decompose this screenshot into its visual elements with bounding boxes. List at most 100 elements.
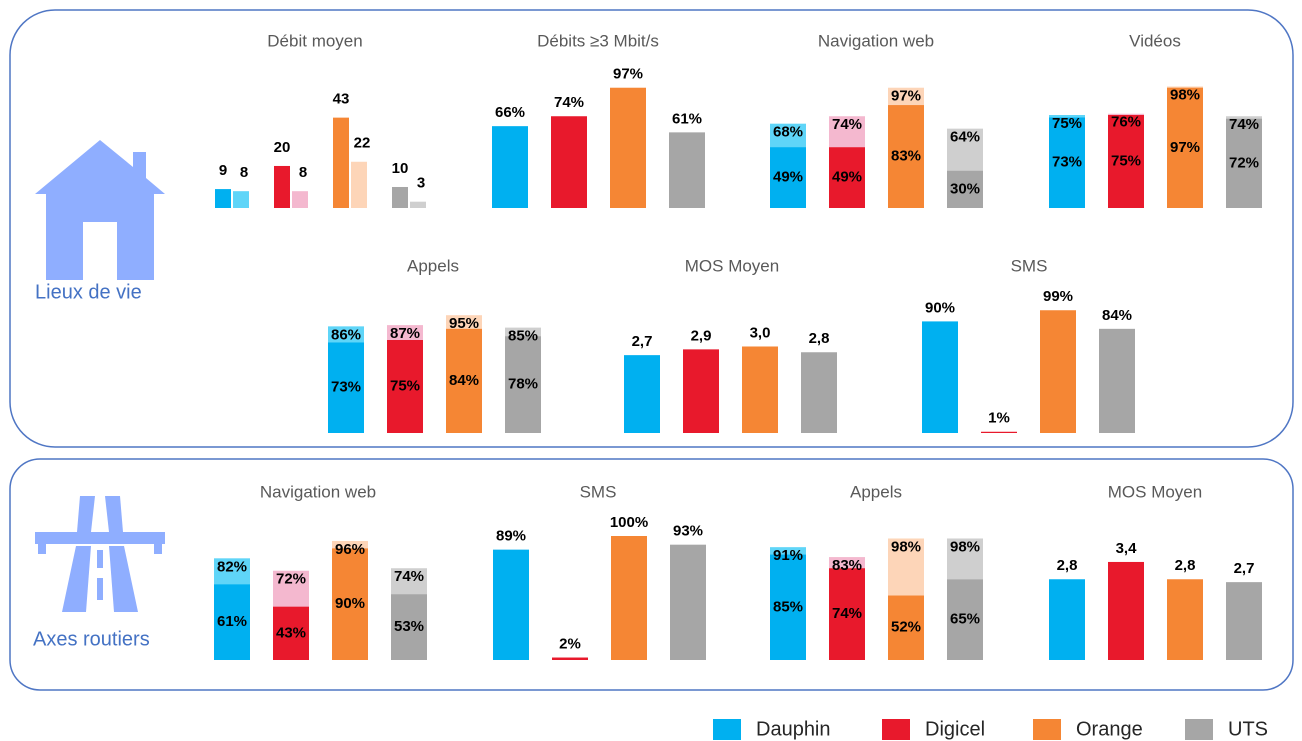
bar	[801, 352, 837, 433]
value-label: 52%	[891, 619, 921, 636]
value-label: 99%	[1043, 288, 1073, 305]
section-frame	[9, 9, 1294, 448]
bar	[888, 105, 924, 208]
bar	[387, 340, 423, 433]
bar	[624, 355, 660, 433]
chart-title: Appels	[850, 482, 902, 501]
bar	[410, 201, 426, 208]
value-label: 3	[417, 175, 425, 192]
bar	[1167, 87, 1203, 208]
value-label: 90%	[925, 299, 955, 316]
legend-label: Digicel	[925, 718, 985, 740]
bar	[669, 132, 705, 208]
bar	[1108, 561, 1144, 660]
value-label: 84%	[1102, 307, 1132, 324]
value-label: 93%	[673, 523, 703, 540]
bar	[273, 606, 309, 660]
value-label: 2,8	[1057, 557, 1078, 574]
chart-title: Navigation web	[818, 31, 934, 50]
value-label: 96%	[335, 541, 365, 558]
bar	[829, 568, 865, 660]
value-label: 74%	[832, 116, 862, 133]
value-label: 98%	[950, 538, 980, 555]
bar	[947, 170, 983, 208]
bar	[1040, 310, 1076, 433]
bar	[1226, 582, 1262, 660]
bar	[1226, 118, 1262, 208]
value-label: 91%	[773, 547, 803, 564]
value-label: 49%	[773, 169, 803, 186]
bar	[742, 346, 778, 433]
chart-title: Navigation web	[260, 482, 376, 501]
chart-title: MOS Moyen	[685, 256, 779, 275]
value-label: 72%	[276, 571, 306, 588]
value-label: 10	[392, 160, 409, 177]
bar	[328, 342, 364, 433]
value-label: 74%	[1229, 116, 1259, 133]
value-label: 2,7	[632, 333, 653, 350]
bar	[274, 165, 290, 208]
bar	[670, 544, 706, 660]
bar	[1167, 579, 1203, 660]
bar	[1049, 579, 1085, 660]
bar	[610, 87, 646, 208]
value-label: 83%	[891, 148, 921, 165]
bar	[446, 328, 482, 433]
bar	[922, 321, 958, 433]
value-label: 98%	[1170, 86, 1200, 103]
bar	[505, 336, 541, 433]
bar	[552, 657, 588, 660]
value-label: 61%	[672, 110, 702, 127]
bar	[829, 147, 865, 208]
value-label: 73%	[331, 379, 361, 396]
chart-title: Débits ≥3 Mbit/s	[537, 31, 659, 50]
value-label: 89%	[496, 528, 526, 545]
bar	[1099, 328, 1135, 433]
bar	[392, 186, 408, 208]
value-label: 83%	[832, 557, 862, 574]
value-label: 20	[274, 139, 291, 156]
value-label: 86%	[331, 326, 361, 343]
section-label: Axes routiers	[33, 628, 150, 650]
chart-title: Vidéos	[1129, 31, 1181, 50]
value-label: 100%	[610, 514, 648, 531]
value-label: 85%	[508, 328, 538, 345]
bar	[551, 116, 587, 208]
chart-title: Appels	[407, 256, 459, 275]
bar	[391, 594, 427, 660]
value-label: 73%	[1052, 154, 1082, 171]
value-label: 90%	[335, 595, 365, 612]
bar	[493, 549, 529, 660]
legend-label: Orange	[1076, 718, 1143, 740]
value-label: 75%	[1052, 115, 1082, 132]
legend-swatch	[713, 719, 741, 740]
bar	[233, 191, 249, 208]
value-label: 9	[219, 162, 227, 179]
value-label: 53%	[394, 618, 424, 635]
value-label: 66%	[495, 104, 525, 121]
value-label: 74%	[394, 568, 424, 585]
bar	[215, 189, 231, 208]
value-label: 8	[240, 164, 248, 181]
bar	[333, 117, 349, 208]
bar	[1049, 117, 1085, 208]
value-label: 85%	[773, 598, 803, 615]
value-label: 84%	[449, 372, 479, 389]
value-label: 78%	[508, 376, 538, 393]
chart-title: Débit moyen	[267, 31, 362, 50]
value-label: 8	[299, 164, 307, 181]
legend-label: Dauphin	[756, 718, 831, 740]
value-label: 97%	[891, 88, 921, 105]
value-label: 3,0	[750, 324, 771, 341]
bar	[770, 554, 806, 660]
bar	[947, 579, 983, 660]
value-label: 98%	[891, 538, 921, 555]
value-label: 65%	[950, 611, 980, 628]
value-label: 2,7	[1234, 560, 1255, 577]
value-label: 3,4	[1116, 540, 1138, 557]
bar	[611, 536, 647, 660]
chart-title: SMS	[1011, 256, 1048, 275]
bar	[214, 584, 250, 660]
chart-title: SMS	[580, 482, 617, 501]
